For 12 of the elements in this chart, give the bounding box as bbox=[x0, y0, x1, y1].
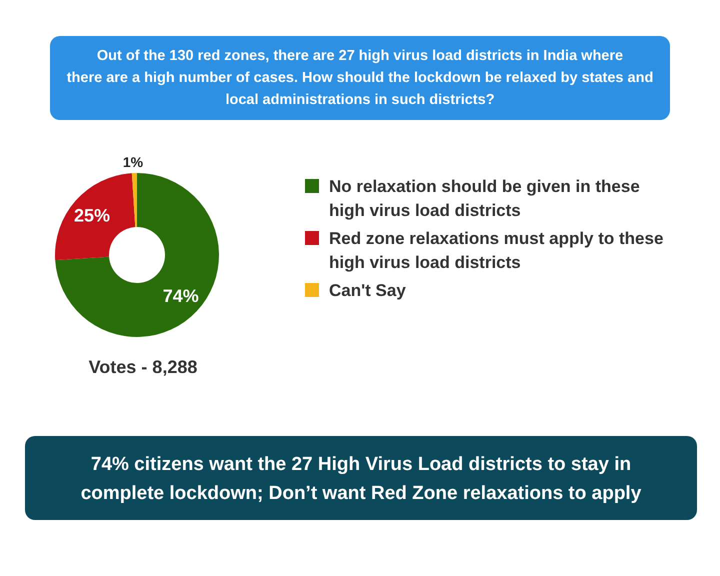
data-label: 74% bbox=[162, 286, 199, 306]
legend-label: Red zone relaxations must apply to these high virus load districts bbox=[329, 229, 664, 272]
data-label: 1% bbox=[122, 154, 144, 170]
data-label: 25% bbox=[74, 205, 110, 226]
chart-title: Out of the 130 red zones, there are 27 high virus load districts in India where there are a high number of cases. How should the lockdown be relaxed by states and local administrations in such districts? bbox=[66, 48, 654, 108]
legend-label: No relaxation should be given in these high virus load districts bbox=[329, 177, 640, 220]
text: Votes - 8,288 bbox=[88, 357, 198, 377]
donut-slice bbox=[55, 173, 219, 337]
legend-label: Can't Say bbox=[329, 281, 406, 300]
text: 74% citizens want the 27 High Virus Load districts to stay in complete lockdown; Don’t want Red Zone relaxations to apply bbox=[80, 454, 642, 504]
donut-slice bbox=[55, 173, 136, 260]
donut-slice bbox=[132, 173, 137, 228]
